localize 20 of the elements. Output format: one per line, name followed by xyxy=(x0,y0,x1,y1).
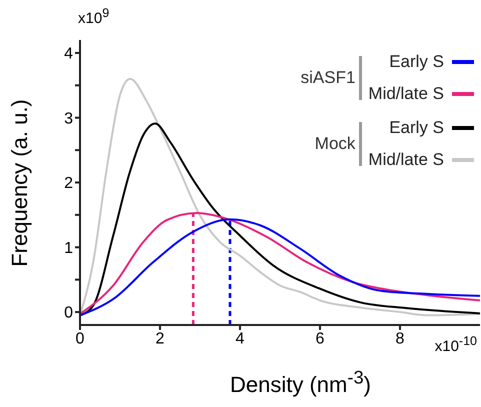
y-tick-label: 0 xyxy=(64,304,74,322)
y-axis-title: Frequency (a. u.) xyxy=(7,98,32,266)
x-tick-label: 4 xyxy=(236,330,245,348)
legend-label: Mid/late S xyxy=(368,150,444,170)
y-tick-label: 4 xyxy=(64,46,74,63)
y-tick-label: 3 xyxy=(64,110,74,128)
x-tick-label: 6 xyxy=(316,330,325,348)
text: x10$^{9}$ xyxy=(78,6,110,27)
x-tick-label: 0 xyxy=(76,330,85,348)
x-axis-title: Density (nm$^{-3}$) xyxy=(230,367,371,398)
x-tick-label: 8 xyxy=(396,330,405,348)
y-tick-label: 1 xyxy=(64,240,74,257)
text: x10$^{-10}$ xyxy=(434,334,477,355)
annotation: Mock xyxy=(314,134,356,153)
legend-label: Early S xyxy=(389,52,444,72)
annotation: siASF1 xyxy=(300,68,356,87)
legend-label: Early S xyxy=(389,118,444,138)
legend-label: Mid/late S xyxy=(368,84,444,104)
x-tick-label: 2 xyxy=(156,330,165,348)
y-tick-label: 2 xyxy=(64,175,74,192)
